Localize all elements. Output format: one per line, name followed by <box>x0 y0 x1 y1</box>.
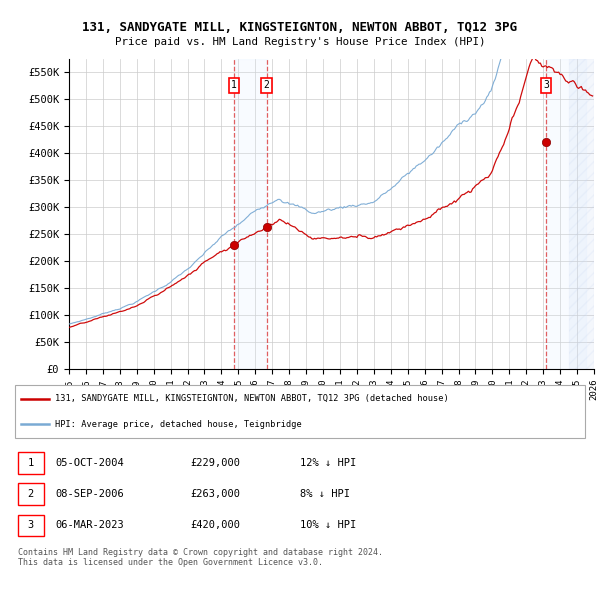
Bar <box>234 59 266 369</box>
Text: Contains HM Land Registry data © Crown copyright and database right 2024.
This d: Contains HM Land Registry data © Crown c… <box>18 548 383 567</box>
Bar <box>546 59 586 369</box>
Text: 1: 1 <box>231 80 237 90</box>
Text: £229,000: £229,000 <box>191 458 241 468</box>
Text: HPI: Average price, detached house, Teignbridge: HPI: Average price, detached house, Teig… <box>55 420 302 429</box>
Text: 3: 3 <box>28 520 34 530</box>
Text: Price paid vs. HM Land Registry's House Price Index (HPI): Price paid vs. HM Land Registry's House … <box>115 37 485 47</box>
Text: 131, SANDYGATE MILL, KINGSTEIGNTON, NEWTON ABBOT, TQ12 3PG: 131, SANDYGATE MILL, KINGSTEIGNTON, NEWT… <box>83 21 517 34</box>
Text: 06-MAR-2023: 06-MAR-2023 <box>55 520 124 530</box>
Text: 8% ↓ HPI: 8% ↓ HPI <box>300 489 350 499</box>
Text: 12% ↓ HPI: 12% ↓ HPI <box>300 458 356 468</box>
Text: 131, SANDYGATE MILL, KINGSTEIGNTON, NEWTON ABBOT, TQ12 3PG (detached house): 131, SANDYGATE MILL, KINGSTEIGNTON, NEWT… <box>55 394 449 403</box>
Text: 3: 3 <box>543 80 549 90</box>
Text: 2: 2 <box>263 80 269 90</box>
Text: 1: 1 <box>28 458 34 468</box>
Text: 08-SEP-2006: 08-SEP-2006 <box>55 489 124 499</box>
FancyBboxPatch shape <box>18 483 44 505</box>
FancyBboxPatch shape <box>18 514 44 536</box>
Text: 2: 2 <box>28 489 34 499</box>
FancyBboxPatch shape <box>15 385 585 438</box>
Text: 10% ↓ HPI: 10% ↓ HPI <box>300 520 356 530</box>
Text: £263,000: £263,000 <box>191 489 241 499</box>
FancyBboxPatch shape <box>18 453 44 474</box>
Text: 05-OCT-2004: 05-OCT-2004 <box>55 458 124 468</box>
Text: £420,000: £420,000 <box>191 520 241 530</box>
Bar <box>569 59 594 369</box>
